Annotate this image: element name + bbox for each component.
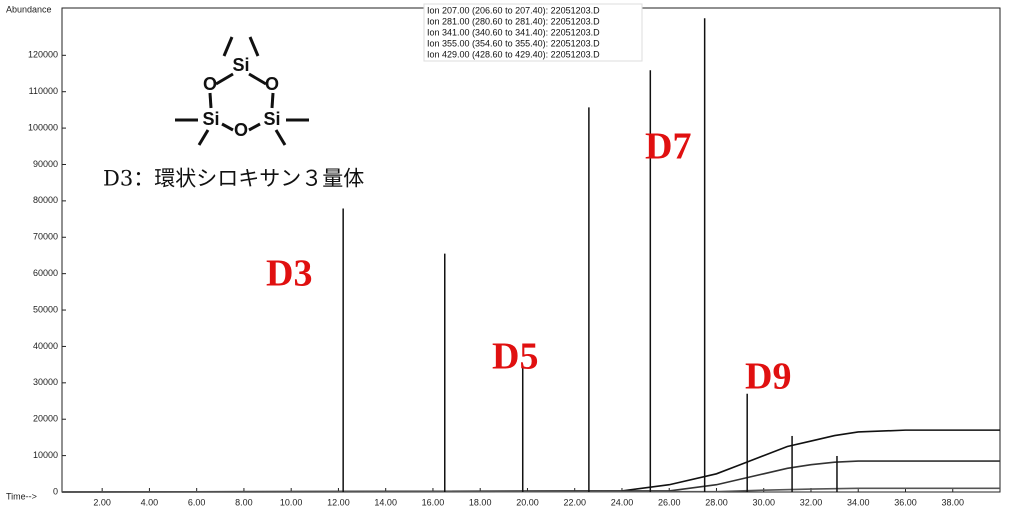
y-tick-label: 30000 xyxy=(33,377,58,387)
x-tick-label: 10.00 xyxy=(280,497,303,507)
x-tick-label: 4.00 xyxy=(141,497,159,507)
structure-bonds xyxy=(175,36,309,146)
peak-annotation: D5 xyxy=(492,336,538,378)
peak-annotation: D7 xyxy=(645,126,691,168)
y-tick-label: 110000 xyxy=(29,86,58,96)
y-tick-label: 70000 xyxy=(33,232,58,242)
legend-entry: Ion 341.00 (340.60 to 341.40): 22051203.… xyxy=(427,27,600,37)
x-tick-label: 2.00 xyxy=(93,497,111,507)
x-tick-label: 16.00 xyxy=(422,497,445,507)
atom-label: O xyxy=(234,120,248,140)
legend-entry: Ion 281.00 (280.60 to 281.40): 22051203.… xyxy=(427,16,600,26)
x-tick-label: 18.00 xyxy=(469,497,492,507)
trace xyxy=(61,460,1000,493)
peak-annotation: D9 xyxy=(745,356,791,398)
x-tick-label: 34.00 xyxy=(847,497,870,507)
x-tick-label: 22.00 xyxy=(563,497,586,507)
legend-box xyxy=(423,3,643,62)
x-tick-label: 30.00 xyxy=(752,497,775,507)
y-tick-label: 10000 xyxy=(33,450,58,460)
atom-label: Si xyxy=(232,55,249,75)
x-axis-label: Time--> xyxy=(6,491,37,501)
x-tick-label: 6.00 xyxy=(188,497,206,507)
peak-annotation: D3 xyxy=(266,253,312,295)
x-tick-label: 20.00 xyxy=(516,497,539,507)
x-tick-label: 14.00 xyxy=(374,497,397,507)
legend-entry: Ion 355.00 (354.60 to 355.40): 22051203.… xyxy=(427,38,600,48)
y-tick-label: 0 xyxy=(53,486,58,496)
trace xyxy=(61,429,1000,493)
atom-label: Si xyxy=(263,109,280,129)
y-tick-label: 20000 xyxy=(33,414,58,424)
x-tick-label: 26.00 xyxy=(658,497,681,507)
y-tick-label: 90000 xyxy=(33,159,58,169)
x-tick-label: 24.00 xyxy=(611,497,634,507)
y-tick-label: 50000 xyxy=(33,304,58,314)
atom-label: O xyxy=(265,74,279,94)
y-tick-label: 120000 xyxy=(28,50,58,60)
y-tick-label: 40000 xyxy=(33,341,58,351)
x-tick-label: 12.00 xyxy=(327,497,350,507)
x-tick-label: 28.00 xyxy=(705,497,728,507)
x-tick-label: 36.00 xyxy=(894,497,917,507)
trace xyxy=(61,487,1000,493)
legend-entry: Ion 207.00 (206.60 to 207.40): 22051203.… xyxy=(427,5,600,15)
x-tick-label: 38.00 xyxy=(941,497,964,507)
x-tick-label: 32.00 xyxy=(800,497,823,507)
legend-entry: Ion 429.00 (428.60 to 429.40): 22051203.… xyxy=(427,49,600,59)
atom-label: Si xyxy=(202,109,219,129)
y-tick-label: 60000 xyxy=(33,268,58,278)
y-tick-label: 100000 xyxy=(28,122,58,132)
x-tick-label: 8.00 xyxy=(235,497,253,507)
structure-caption: D3：環状シロキサン３量体 xyxy=(103,167,364,191)
y-tick-label: 80000 xyxy=(33,195,58,205)
atom-label: O xyxy=(203,74,217,94)
y-axis-label: Abundance xyxy=(6,4,52,14)
